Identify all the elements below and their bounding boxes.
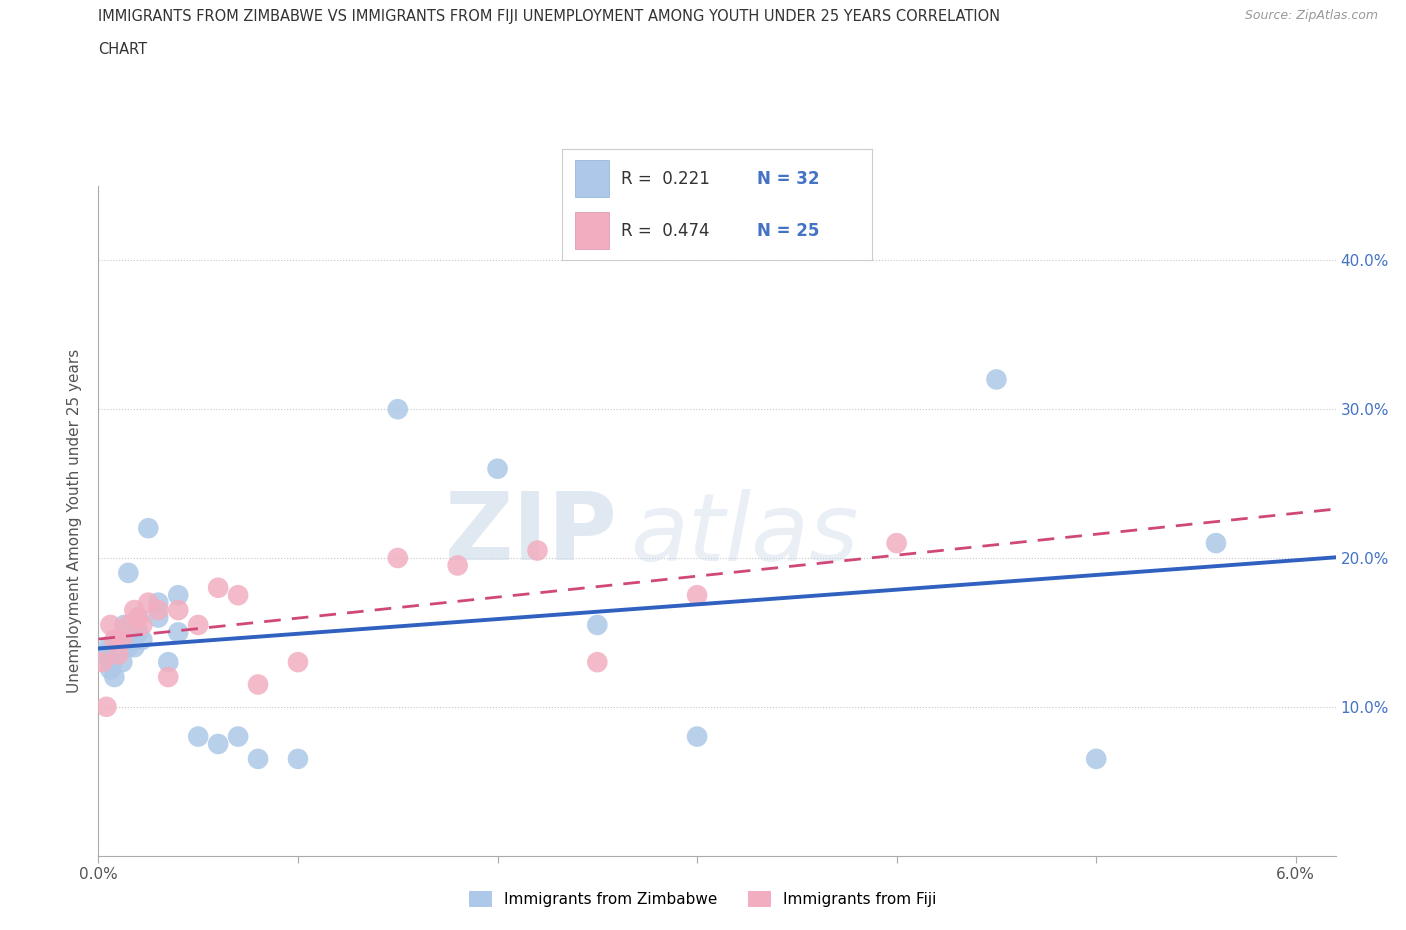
Point — [287, 751, 309, 766]
Point — [226, 588, 249, 603]
Point — [111, 655, 134, 670]
Point — [131, 632, 153, 647]
Point — [187, 618, 209, 632]
Point — [111, 632, 134, 647]
Point — [127, 610, 149, 625]
Point — [100, 662, 122, 677]
Point — [124, 603, 146, 618]
Point — [287, 655, 309, 670]
Point — [148, 603, 170, 618]
Point — [148, 610, 170, 625]
Point — [101, 655, 124, 670]
Point — [91, 655, 114, 670]
Point — [157, 670, 180, 684]
Point — [112, 618, 135, 632]
Text: CHART: CHART — [98, 42, 148, 57]
Point — [127, 625, 149, 640]
Y-axis label: Unemployment Among Youth under 25 years: Unemployment Among Youth under 25 years — [67, 349, 83, 693]
Point — [100, 618, 122, 632]
Text: R =  0.474: R = 0.474 — [621, 222, 710, 240]
Point — [107, 632, 129, 647]
Point — [387, 551, 409, 565]
Text: ZIP: ZIP — [446, 488, 619, 580]
Point — [207, 737, 229, 751]
Point — [136, 521, 159, 536]
Point — [124, 640, 146, 655]
Point — [247, 751, 270, 766]
Point — [136, 595, 159, 610]
Point — [167, 625, 190, 640]
Point — [187, 729, 209, 744]
Point — [1205, 536, 1227, 551]
Point — [93, 647, 115, 662]
Point — [387, 402, 409, 417]
Point — [446, 558, 468, 573]
Point — [167, 603, 190, 618]
Point — [96, 699, 118, 714]
Point — [886, 536, 908, 551]
Point — [686, 729, 709, 744]
Text: atlas: atlas — [630, 488, 859, 579]
Point — [107, 647, 129, 662]
Point — [167, 588, 190, 603]
Point — [97, 640, 120, 655]
FancyBboxPatch shape — [575, 212, 609, 249]
Point — [207, 580, 229, 595]
Point — [686, 588, 709, 603]
Point — [148, 595, 170, 610]
Point — [127, 610, 149, 625]
Point — [117, 618, 139, 632]
Text: IMMIGRANTS FROM ZIMBABWE VS IMMIGRANTS FROM FIJI UNEMPLOYMENT AMONG YOUTH UNDER : IMMIGRANTS FROM ZIMBABWE VS IMMIGRANTS F… — [98, 9, 1001, 24]
Text: R =  0.221: R = 0.221 — [621, 170, 710, 188]
Text: N = 25: N = 25 — [758, 222, 820, 240]
Point — [486, 461, 509, 476]
Point — [1085, 751, 1108, 766]
Point — [586, 655, 609, 670]
Point — [103, 632, 125, 647]
Point — [117, 640, 139, 655]
FancyBboxPatch shape — [575, 160, 609, 197]
Legend: Immigrants from Zimbabwe, Immigrants from Fiji: Immigrants from Zimbabwe, Immigrants fro… — [463, 884, 943, 913]
Point — [526, 543, 548, 558]
Point — [226, 729, 249, 744]
Text: Source: ZipAtlas.com: Source: ZipAtlas.com — [1244, 9, 1378, 22]
Point — [586, 618, 609, 632]
Point — [117, 565, 139, 580]
Point — [157, 655, 180, 670]
Text: N = 32: N = 32 — [758, 170, 820, 188]
Point — [103, 670, 125, 684]
Point — [247, 677, 270, 692]
Point — [131, 618, 153, 632]
Point — [986, 372, 1008, 387]
